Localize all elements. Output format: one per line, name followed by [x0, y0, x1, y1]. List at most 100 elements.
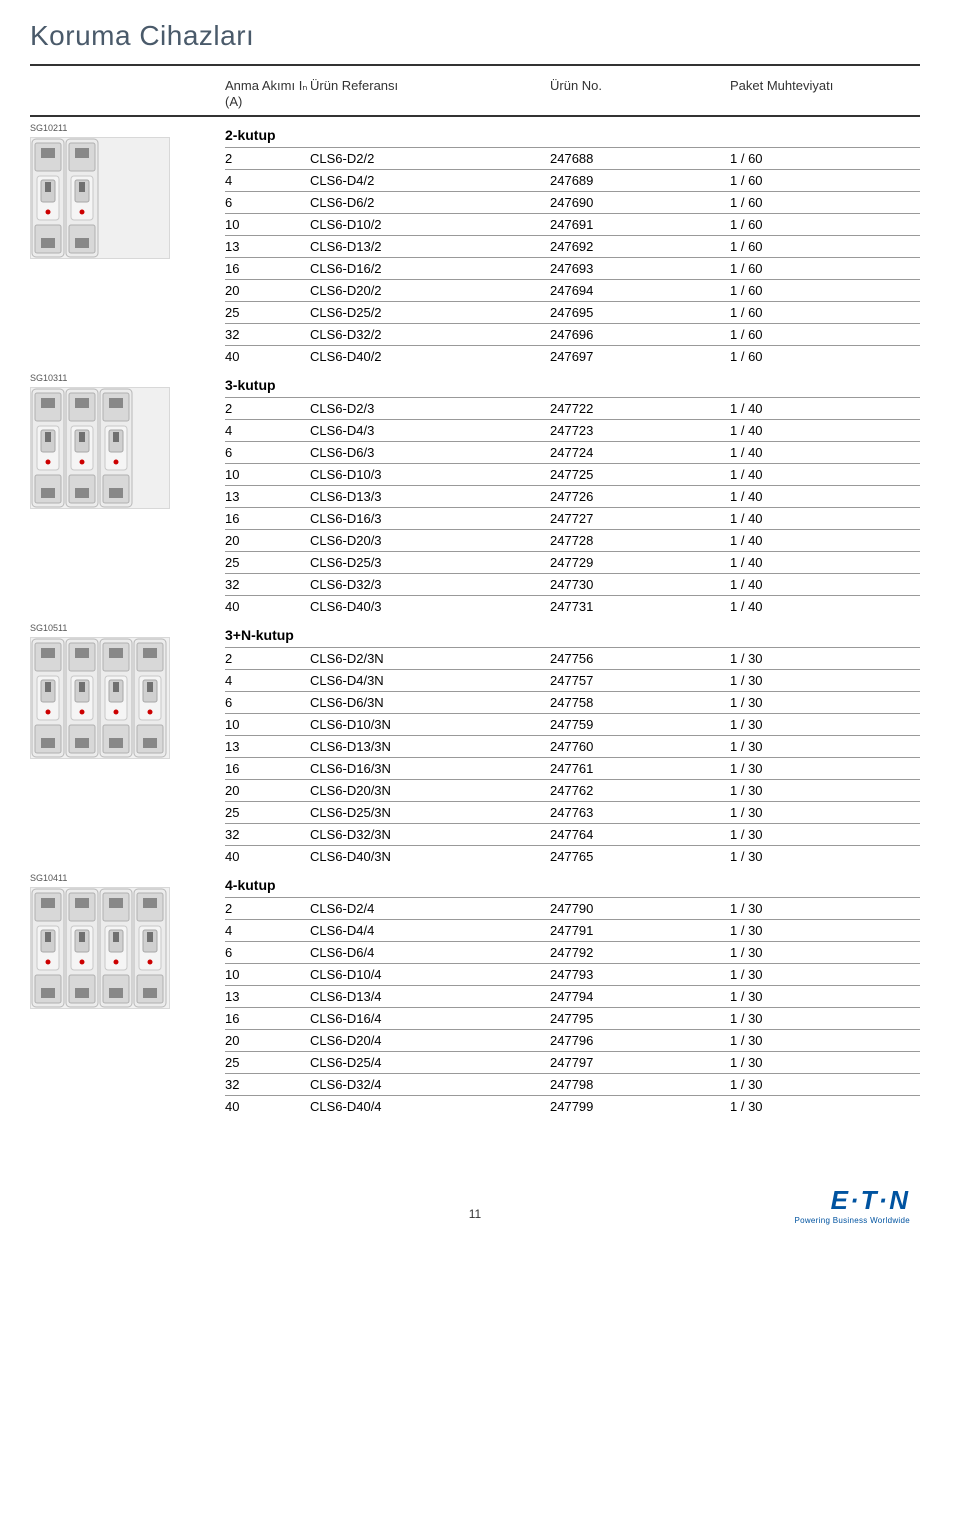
table-row: 4 CLS6-D4/3N 247757 1 / 30 [225, 669, 920, 691]
cell-pkg: 1 / 30 [730, 761, 920, 776]
section: SG10411 [30, 873, 920, 1117]
sg-label: SG10411 [30, 873, 210, 883]
eaton-logo-tagline: Powering Business Worldwide [794, 1216, 910, 1225]
cell-pkg: 1 / 40 [730, 533, 920, 548]
cell-ref: CLS6-D40/3N [310, 849, 550, 864]
cell-ref: CLS6-D4/3 [310, 423, 550, 438]
cell-ref: CLS6-D25/4 [310, 1055, 550, 1070]
cell-pkg: 1 / 60 [730, 195, 920, 210]
table-row: 32 CLS6-D32/3 247730 1 / 40 [225, 573, 920, 595]
table-row: 13 CLS6-D13/2 247692 1 / 60 [225, 235, 920, 257]
table-row: 25 CLS6-D25/3 247729 1 / 40 [225, 551, 920, 573]
product-image [30, 137, 170, 259]
product-image [30, 637, 170, 759]
table-row: 10 CLS6-D10/3N 247759 1 / 30 [225, 713, 920, 735]
cell-no: 247757 [550, 673, 730, 688]
table-row: 2 CLS6-D2/4 247790 1 / 30 [225, 897, 920, 919]
table-row: 32 CLS6-D32/3N 247764 1 / 30 [225, 823, 920, 845]
cell-ref: CLS6-D13/3 [310, 489, 550, 504]
table-row: 20 CLS6-D20/4 247796 1 / 30 [225, 1029, 920, 1051]
cell-pkg: 1 / 40 [730, 599, 920, 614]
cell-amp: 25 [225, 555, 310, 570]
cell-amp: 32 [225, 827, 310, 842]
cell-pkg: 1 / 30 [730, 739, 920, 754]
cell-no: 247796 [550, 1033, 730, 1048]
cell-no: 247793 [550, 967, 730, 982]
cell-pkg: 1 / 60 [730, 261, 920, 276]
cell-ref: CLS6-D25/3 [310, 555, 550, 570]
table-row: 6 CLS6-D6/4 247792 1 / 30 [225, 941, 920, 963]
section-left: SG10311 [30, 373, 225, 617]
cell-no: 247727 [550, 511, 730, 526]
cell-no: 247725 [550, 467, 730, 482]
cell-no: 247763 [550, 805, 730, 820]
cell-pkg: 1 / 30 [730, 1033, 920, 1048]
header-pkg: Paket Muhteviyatı [730, 78, 920, 109]
cell-ref: CLS6-D16/2 [310, 261, 550, 276]
table-row: 16 CLS6-D16/2 247693 1 / 60 [225, 257, 920, 279]
table-row: 40 CLS6-D40/3 247731 1 / 40 [225, 595, 920, 617]
table-row: 40 CLS6-D40/3N 247765 1 / 30 [225, 845, 920, 867]
cell-no: 247798 [550, 1077, 730, 1092]
cell-ref: CLS6-D4/3N [310, 673, 550, 688]
page-number: 11 [469, 1207, 481, 1221]
cell-ref: CLS6-D40/3 [310, 599, 550, 614]
cell-no: 247688 [550, 151, 730, 166]
cell-pkg: 1 / 60 [730, 217, 920, 232]
cell-pkg: 1 / 30 [730, 805, 920, 820]
page-number-wrap: 11 E·T·N Powering Business Worldwide [40, 1207, 910, 1221]
section: SG10311 [30, 373, 920, 617]
cell-pkg: 1 / 40 [730, 445, 920, 460]
cell-amp: 2 [225, 651, 310, 666]
cell-no: 247726 [550, 489, 730, 504]
cell-amp: 10 [225, 217, 310, 232]
cell-amp: 40 [225, 849, 310, 864]
cell-ref: CLS6-D32/3 [310, 577, 550, 592]
cell-amp: 10 [225, 967, 310, 982]
cell-no: 247760 [550, 739, 730, 754]
table-row: 40 CLS6-D40/2 247697 1 / 60 [225, 345, 920, 367]
cell-no: 247759 [550, 717, 730, 732]
section-subtitle: 3-kutup [225, 373, 920, 397]
cell-ref: CLS6-D6/3N [310, 695, 550, 710]
cell-no: 247724 [550, 445, 730, 460]
table-row: 10 CLS6-D10/2 247691 1 / 60 [225, 213, 920, 235]
header-ref: Ürün Referansı [310, 78, 550, 109]
table-row: 6 CLS6-D6/3 247724 1 / 40 [225, 441, 920, 463]
cell-pkg: 1 / 40 [730, 401, 920, 416]
section-left: SG10511 [30, 623, 225, 867]
cell-amp: 4 [225, 673, 310, 688]
section-right: 2-kutup 2 CLS6-D2/2 247688 1 / 60 4 CLS6… [225, 123, 920, 367]
cell-ref: CLS6-D25/2 [310, 305, 550, 320]
cell-amp: 20 [225, 783, 310, 798]
cell-ref: CLS6-D6/4 [310, 945, 550, 960]
cell-ref: CLS6-D20/4 [310, 1033, 550, 1048]
sg-label: SG10211 [30, 123, 210, 133]
cell-pkg: 1 / 30 [730, 989, 920, 1004]
cell-ref: CLS6-D6/3 [310, 445, 550, 460]
cell-no: 247799 [550, 1099, 730, 1114]
cell-pkg: 1 / 60 [730, 305, 920, 320]
cell-pkg: 1 / 30 [730, 1099, 920, 1114]
cell-ref: CLS6-D2/3 [310, 401, 550, 416]
cell-no: 247790 [550, 901, 730, 916]
cell-no: 247693 [550, 261, 730, 276]
table-row: 2 CLS6-D2/3N 247756 1 / 30 [225, 647, 920, 669]
section-right: 3+N-kutup 2 CLS6-D2/3N 247756 1 / 30 4 C… [225, 623, 920, 867]
cell-amp: 10 [225, 717, 310, 732]
divider [30, 64, 920, 66]
cell-no: 247731 [550, 599, 730, 614]
cell-ref: CLS6-D10/3 [310, 467, 550, 482]
cell-amp: 40 [225, 349, 310, 364]
eaton-logo-text: E·T·N [794, 1185, 910, 1216]
cell-ref: CLS6-D32/3N [310, 827, 550, 842]
cell-ref: CLS6-D16/3N [310, 761, 550, 776]
section-left: SG10411 [30, 873, 225, 1117]
table-row: 6 CLS6-D6/3N 247758 1 / 30 [225, 691, 920, 713]
cell-amp: 40 [225, 599, 310, 614]
cell-pkg: 1 / 30 [730, 651, 920, 666]
table-row: 13 CLS6-D13/4 247794 1 / 30 [225, 985, 920, 1007]
product-image [30, 887, 170, 1009]
cell-pkg: 1 / 30 [730, 1055, 920, 1070]
cell-amp: 16 [225, 1011, 310, 1026]
